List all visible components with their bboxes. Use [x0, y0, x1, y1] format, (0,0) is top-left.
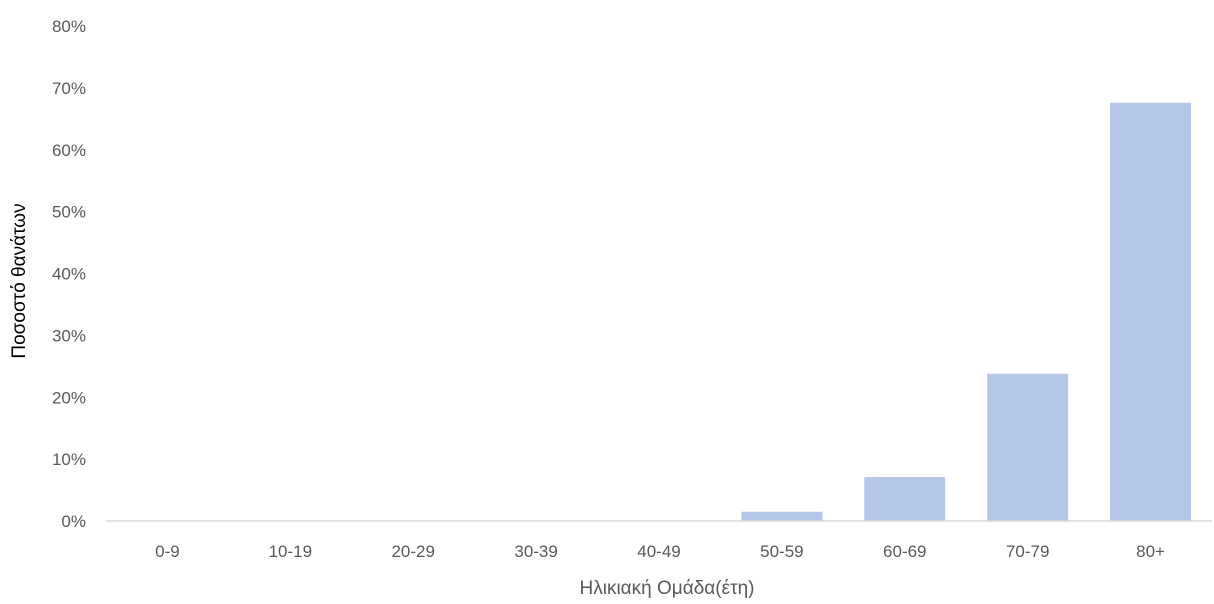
y-tick-label: 20%	[52, 388, 86, 407]
y-tick-label: 50%	[52, 203, 86, 222]
bar	[741, 511, 823, 521]
x-tick-label: 0-9	[155, 542, 180, 561]
x-tick-label: 10-19	[269, 542, 312, 561]
x-axis-title: Ηλικιακή Ομάδα(έτη)	[580, 578, 755, 599]
y-tick-label: 10%	[52, 450, 86, 469]
x-tick-label: 40-49	[637, 542, 680, 561]
bar	[1110, 102, 1192, 521]
y-tick-label: 80%	[52, 17, 86, 36]
x-tick-label: 30-39	[514, 542, 557, 561]
y-tick-label: 60%	[52, 141, 86, 160]
y-tick-label: 0%	[61, 512, 86, 531]
y-tick-labels: 0% 10% 20% 30% 40% 50% 60% 70% 80%	[52, 17, 86, 531]
x-tick-label: 80+	[1136, 542, 1165, 561]
y-tick-label: 30%	[52, 326, 86, 345]
x-tick-label: 20-29	[391, 542, 434, 561]
x-tick-label: 50-59	[760, 542, 803, 561]
bar	[987, 373, 1069, 521]
bar	[864, 477, 946, 521]
y-axis-title: Ποσοστό θανάτων	[9, 203, 30, 358]
x-tick-label: 70-79	[1006, 542, 1049, 561]
x-tick-label: 60-69	[883, 542, 926, 561]
x-tick-labels: 0-9 10-19 20-29 30-39 40-49 50-59 60-69 70-79 80…	[155, 542, 1165, 561]
y-tick-label: 40%	[52, 265, 86, 284]
y-tick-label: 70%	[52, 79, 86, 98]
bars	[741, 102, 1192, 521]
